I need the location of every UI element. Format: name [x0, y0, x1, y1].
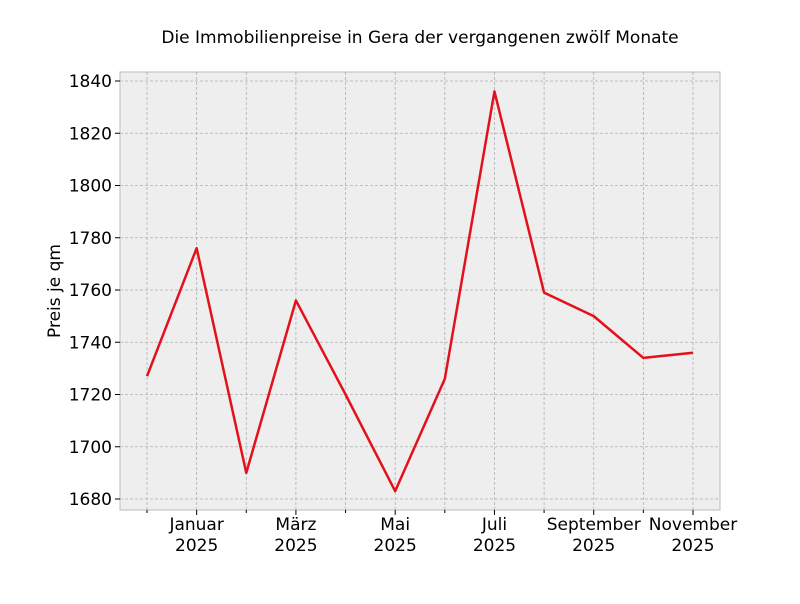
y-tick-label: 1820: [69, 124, 112, 144]
plot-area: [119, 71, 721, 511]
x-tick-label: Januar: [168, 515, 223, 535]
y-axis-label: Preis je qm: [45, 244, 65, 338]
x-tick-label-year: 2025: [572, 536, 615, 556]
x-tick-label: Mai: [380, 515, 410, 535]
x-tick-label-year: 2025: [671, 536, 714, 556]
x-tick-label-year: 2025: [473, 536, 516, 556]
x-tick-label-year: 2025: [274, 536, 317, 556]
y-tick-label: 1800: [69, 177, 112, 197]
y-tick-label: 1840: [69, 72, 112, 92]
x-tick-label: März: [275, 515, 316, 535]
chart-title: Die Immobilienpreise in Gera der vergang…: [161, 28, 678, 48]
y-tick-label: 1720: [69, 386, 112, 406]
y-tick-label: 1700: [69, 438, 112, 458]
x-tick-label: November: [649, 515, 737, 535]
y-tick-label: 1740: [69, 333, 112, 353]
y-tick-label: 1760: [69, 281, 112, 301]
y-tick-label: 1780: [69, 229, 112, 249]
series-line: [145, 90, 694, 493]
x-tick-label: September: [547, 515, 641, 535]
y-tick-label: 1680: [69, 490, 112, 510]
x-tick-label-year: 2025: [175, 536, 218, 556]
x-tick-label: Juli: [481, 515, 507, 535]
x-tick-label-year: 2025: [374, 536, 417, 556]
